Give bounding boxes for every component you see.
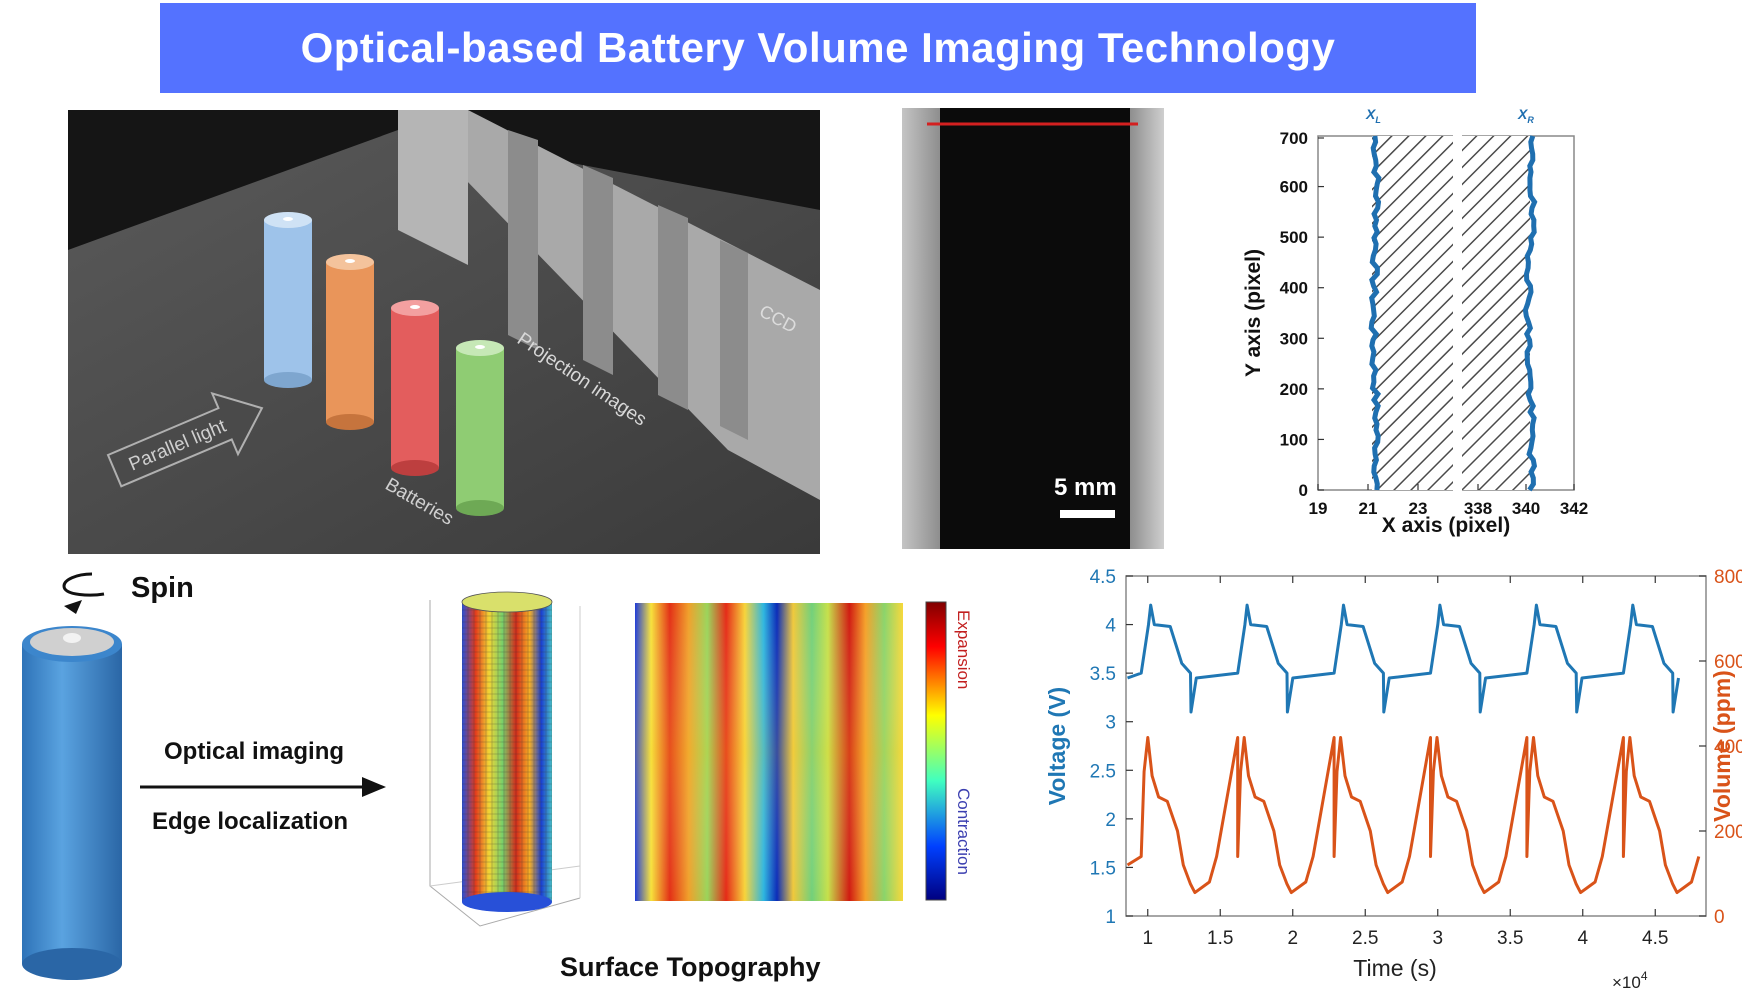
surface-topography-label: Surface Topography [560, 952, 821, 982]
chart-x-multiplier: ×104 [1612, 969, 1648, 992]
edge-plot-xtick-label: 338 [1464, 499, 1492, 518]
edge-plot-xtick-label: 19 [1309, 499, 1328, 518]
projection-slot [720, 240, 748, 440]
right-edge-marker: XR [1517, 106, 1534, 125]
projection-slot [583, 165, 613, 375]
spinning-battery [22, 572, 122, 980]
chart-xtick-label: 4.5 [1642, 928, 1668, 949]
page-title: Optical-based Battery Volume Imaging Tec… [160, 3, 1476, 93]
edge-plot-ytick-label: 0 [1299, 481, 1308, 500]
chart-xtick-label: 1 [1142, 928, 1153, 949]
contraction-label: Contraction [954, 788, 973, 875]
projection-slot [658, 205, 688, 410]
chart-ylabel-left: Voltage (V) [1044, 687, 1070, 805]
battery-body [22, 644, 122, 964]
battery-red [391, 300, 439, 476]
axis-break [1453, 130, 1462, 496]
chart-xtick-label: 2 [1287, 928, 1298, 949]
chart-ytick-label: 1 [1105, 907, 1116, 928]
chart-ytick-label: 4.5 [1090, 567, 1116, 588]
chart-series-group [1126, 603, 1701, 895]
surface-cylinder-3d [429, 591, 581, 927]
expansion-label: Expansion [954, 610, 973, 689]
edge-plot-ytick-label: 400 [1280, 279, 1308, 298]
edge-plot-xtick-label: 342 [1560, 499, 1588, 518]
left-edge-line [1368, 135, 1382, 491]
left-edge-marker: XL [1365, 106, 1381, 125]
chart-ytick-right-label: 200 [1714, 822, 1742, 843]
projection-slot [508, 130, 538, 350]
edge-plot-ytick-label: 500 [1280, 228, 1308, 247]
battery-terminal [63, 633, 81, 643]
edge-plot-ytick-label: 700 [1280, 129, 1308, 148]
battery-orange [326, 254, 374, 430]
scale-bar [1060, 510, 1115, 518]
chart-ytick-right-label: 400 [1714, 737, 1742, 758]
edge-plot-ytick-label: 200 [1280, 380, 1308, 399]
edge-plot-ylabel: Y axis (pixel) [1242, 249, 1265, 377]
edge-plot-xtick-label: 340 [1512, 499, 1540, 518]
chart-ticks: 1 1.5 2 2.5 3 3.5 4 4.5 1 1.5 2 2.5 3 3.5 4 4.5 0 200 400 6… [1090, 567, 1742, 949]
chart-xtick-label: 2.5 [1352, 928, 1378, 949]
edge-plot-xlabel: X axis (pixel) [1382, 514, 1510, 537]
battery-blue [264, 212, 312, 388]
chart-ytick-label: 3 [1105, 713, 1116, 734]
right-edge-line [1522, 135, 1538, 492]
surface-heatmap [635, 603, 903, 901]
edge-plot-xtick-label: 21 [1359, 499, 1378, 518]
edge-plot-ytick-label: 300 [1280, 329, 1308, 348]
projection-image: 5 mm [902, 108, 1164, 549]
chart-ytick-right-label: 600 [1714, 652, 1742, 673]
optical-setup-illustration: Parallel light Batteries Projection imag… [68, 110, 820, 554]
spin-arrow-icon [62, 572, 105, 597]
edge-plot-ticks: 19 21 23 338 340 342 0 100 200 300 400 500 600 700 [1280, 129, 1589, 518]
battery-shadow [940, 108, 1130, 549]
chart-xtick-label: 3 [1432, 928, 1443, 949]
setup-drawing: Parallel light Batteries Projection imag… [68, 110, 820, 554]
chart-ytick-label: 2 [1105, 810, 1116, 831]
optical-imaging-label: Optical imaging [164, 738, 345, 765]
edge-plot-xtick-label: 23 [1409, 499, 1428, 518]
hatch-left [1372, 136, 1456, 490]
scale-bar-label: 5 mm [1054, 474, 1117, 501]
chart-ytick-right-label: 800 [1714, 567, 1742, 588]
volume-series-line [1126, 736, 1701, 895]
chart-ytick-right-label: 0 [1714, 907, 1725, 928]
chart-xtick-label: 4 [1577, 928, 1588, 949]
edge-plot: 19 21 23 338 340 342 0 100 200 300 400 500 600 700 XL… [1242, 106, 1589, 537]
colorbar: Expansion Contraction [925, 601, 973, 901]
edge-plot-ytick-label: 600 [1280, 178, 1308, 197]
chart-ylabel-right: Volume (ppm) [1709, 670, 1735, 822]
chart-ytick-label: 3.5 [1090, 664, 1116, 685]
chart-ytick-label: 1.5 [1090, 858, 1116, 879]
chart-plot-frame [1125, 575, 1707, 917]
process-arrow [140, 777, 386, 797]
chart-ytick-label: 4 [1105, 616, 1116, 637]
battery-green [456, 340, 504, 516]
voltage-volume-chart: 1 1.5 2 2.5 3 3.5 4 4.5 1 1.5 2 2.5 3 3.5 4 4.5 0 200 400 6… [1044, 567, 1742, 992]
hatch-right [1458, 136, 1530, 490]
projection-image-drawing: 5 mm [902, 108, 1164, 549]
spin-label: Spin [131, 572, 194, 604]
edge-plot-ytick-label: 100 [1280, 430, 1308, 449]
chart-xlabel: Time (s) [1353, 955, 1436, 981]
chart-xtick-label: 3.5 [1497, 928, 1523, 949]
chart-xtick-label: 1.5 [1207, 928, 1233, 949]
voltage-series-line [1126, 603, 1680, 714]
chart-ytick-label: 2.5 [1090, 761, 1116, 782]
edge-localization-label: Edge localization [152, 808, 349, 835]
